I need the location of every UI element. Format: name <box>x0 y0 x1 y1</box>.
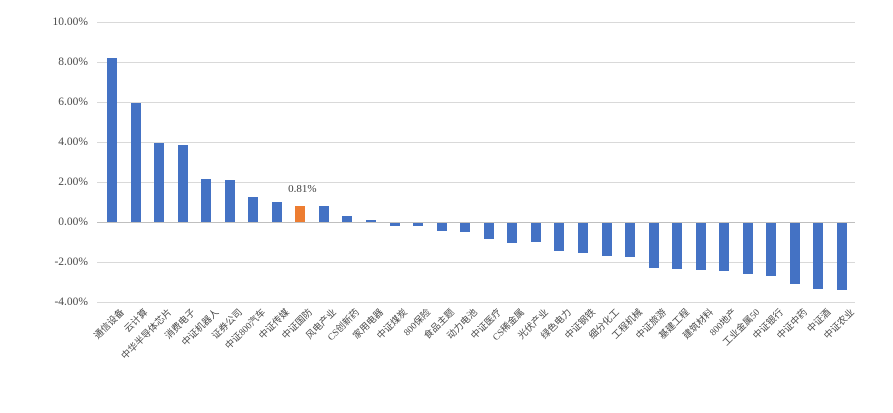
bar <box>201 178 212 222</box>
gridline <box>97 142 855 143</box>
gridline <box>97 262 855 263</box>
y-axis-tick-label: 2.00% <box>58 176 88 188</box>
gridline <box>97 182 855 183</box>
gridline <box>97 22 855 23</box>
bar <box>154 142 165 222</box>
bar <box>271 202 282 222</box>
bar <box>507 223 518 243</box>
bar <box>318 206 329 222</box>
bar <box>554 223 565 252</box>
bar <box>107 58 117 222</box>
y-axis-tick-label: 4.00% <box>58 136 88 148</box>
data-label: 0.81% <box>288 183 317 195</box>
highlighted-bar <box>295 205 306 222</box>
bar <box>436 223 447 231</box>
bar <box>224 180 235 222</box>
x-axis-line <box>97 222 855 223</box>
bar <box>248 197 259 222</box>
bar <box>577 223 588 253</box>
bar <box>766 223 777 277</box>
bar <box>813 223 824 289</box>
bar <box>742 223 753 274</box>
y-axis-tick-label: 10.00% <box>52 16 88 28</box>
bar <box>625 223 636 257</box>
y-axis-tick-label: -2.00% <box>54 256 88 268</box>
bar <box>672 223 683 269</box>
plot-area <box>97 22 855 303</box>
y-axis-tick-label: 6.00% <box>58 96 88 108</box>
bar <box>413 223 424 227</box>
y-axis-tick-label: -4.00% <box>54 296 88 308</box>
bar <box>695 223 706 270</box>
y-axis-tick-label: 8.00% <box>58 56 88 68</box>
bar <box>719 223 730 272</box>
bar <box>789 223 800 284</box>
y-axis-tick-label: 0.00% <box>58 216 88 228</box>
bar <box>389 223 400 226</box>
bar <box>483 223 494 239</box>
bar <box>342 216 353 222</box>
bar <box>177 145 188 222</box>
bar <box>366 219 377 222</box>
gridline <box>97 102 855 103</box>
x-axis-label: 通信设备 <box>92 307 127 342</box>
bar <box>130 103 141 222</box>
bar <box>601 223 612 256</box>
bar <box>530 223 541 242</box>
gridline <box>97 62 855 63</box>
gridline <box>97 302 855 303</box>
bar <box>648 223 659 268</box>
bar <box>836 223 847 290</box>
bar <box>460 223 471 233</box>
